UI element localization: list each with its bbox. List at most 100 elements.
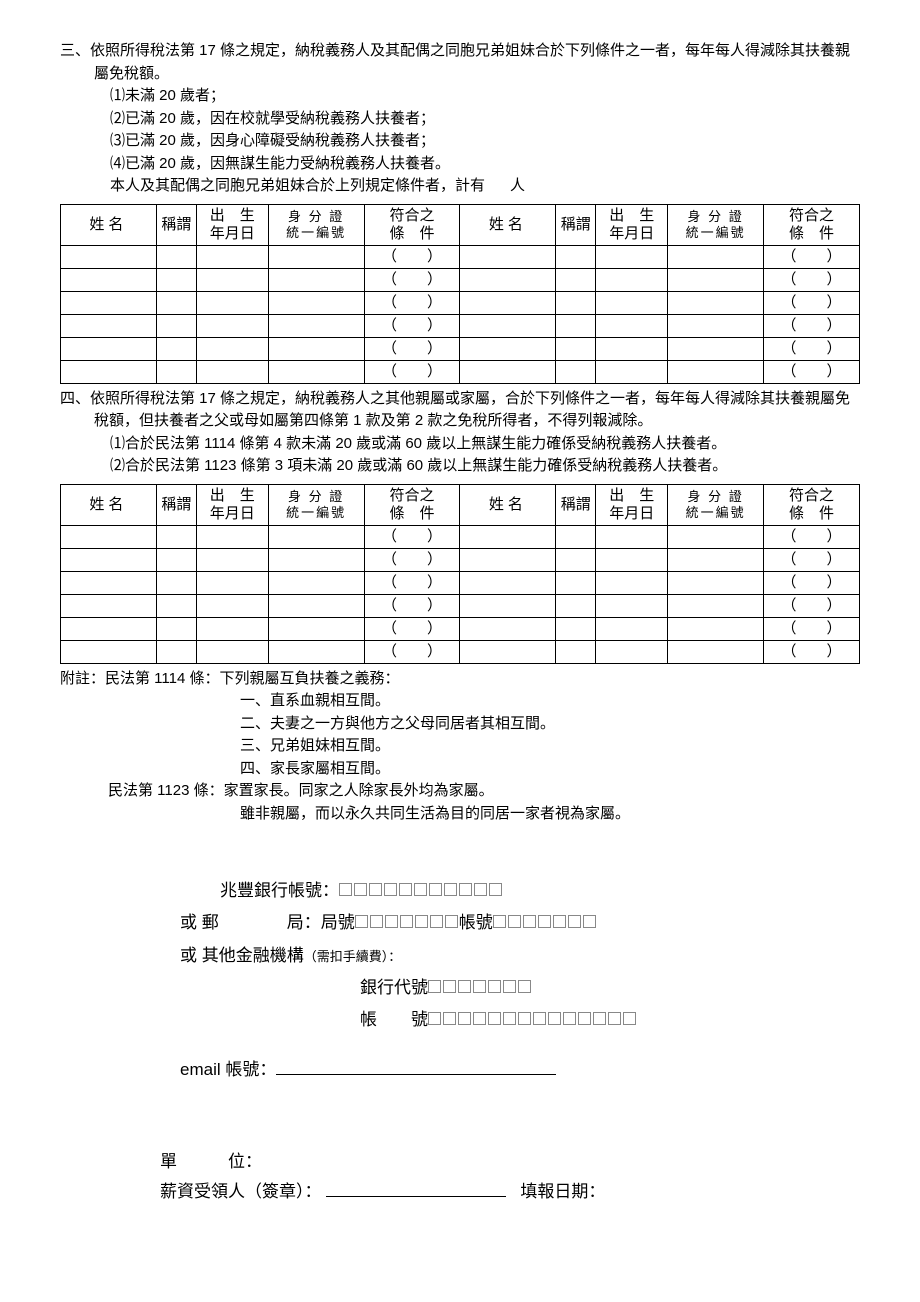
table-cell[interactable] (556, 594, 596, 617)
table-cell[interactable] (668, 594, 764, 617)
table-cell[interactable] (668, 571, 764, 594)
table-cell[interactable] (196, 571, 268, 594)
table-cell[interactable]: （ ） (764, 337, 860, 360)
table-cell[interactable] (596, 640, 668, 663)
table-cell[interactable] (61, 291, 157, 314)
table-cell[interactable]: （ ） (364, 291, 460, 314)
table-cell[interactable] (156, 617, 196, 640)
table-cell[interactable] (596, 245, 668, 268)
bank-code-boxes[interactable] (428, 980, 532, 993)
table-cell[interactable]: （ ） (764, 245, 860, 268)
table-cell[interactable] (596, 291, 668, 314)
table-cell[interactable] (596, 360, 668, 383)
table-cell[interactable] (460, 525, 556, 548)
table-cell[interactable] (556, 291, 596, 314)
table-cell[interactable]: （ ） (764, 548, 860, 571)
table-cell[interactable] (268, 291, 364, 314)
table-cell[interactable] (196, 291, 268, 314)
table-cell[interactable] (61, 617, 157, 640)
table-cell[interactable] (668, 525, 764, 548)
table-cell[interactable] (556, 525, 596, 548)
table-cell[interactable] (556, 360, 596, 383)
table-cell[interactable] (196, 337, 268, 360)
table-cell[interactable] (460, 360, 556, 383)
table-cell[interactable] (268, 268, 364, 291)
table-cell[interactable] (268, 548, 364, 571)
table-cell[interactable] (668, 291, 764, 314)
table-cell[interactable] (61, 594, 157, 617)
table-cell[interactable] (460, 268, 556, 291)
table-cell[interactable] (596, 594, 668, 617)
table-cell[interactable]: （ ） (364, 337, 460, 360)
table-cell[interactable] (196, 360, 268, 383)
table-cell[interactable] (196, 640, 268, 663)
table-cell[interactable] (668, 314, 764, 337)
table-cell[interactable] (668, 640, 764, 663)
table-cell[interactable]: （ ） (364, 617, 460, 640)
table-cell[interactable] (156, 594, 196, 617)
table-cell[interactable] (268, 360, 364, 383)
table-cell[interactable] (61, 268, 157, 291)
table-cell[interactable] (156, 337, 196, 360)
table-cell[interactable] (268, 314, 364, 337)
table-cell[interactable] (156, 548, 196, 571)
table-cell[interactable] (596, 337, 668, 360)
table-cell[interactable] (596, 617, 668, 640)
table-cell[interactable]: （ ） (764, 594, 860, 617)
table-cell[interactable] (668, 548, 764, 571)
table-cell[interactable] (156, 268, 196, 291)
table-cell[interactable] (196, 617, 268, 640)
table-cell[interactable] (268, 640, 364, 663)
table-cell[interactable] (596, 314, 668, 337)
table-cell[interactable]: （ ） (764, 640, 860, 663)
table-cell[interactable] (61, 314, 157, 337)
table-cell[interactable] (61, 525, 157, 548)
table-cell[interactable]: （ ） (364, 314, 460, 337)
table-cell[interactable] (268, 571, 364, 594)
table-cell[interactable] (556, 337, 596, 360)
table-cell[interactable] (156, 525, 196, 548)
table-cell[interactable]: （ ） (364, 360, 460, 383)
table-cell[interactable] (668, 337, 764, 360)
table-cell[interactable] (460, 291, 556, 314)
table-cell[interactable] (460, 571, 556, 594)
payee-sign-field[interactable] (326, 1179, 506, 1197)
table-cell[interactable] (156, 571, 196, 594)
table-cell[interactable] (460, 548, 556, 571)
table-cell[interactable] (196, 268, 268, 291)
table-cell[interactable]: （ ） (764, 268, 860, 291)
table-cell[interactable]: （ ） (364, 245, 460, 268)
table-cell[interactable]: （ ） (764, 360, 860, 383)
table-cell[interactable]: （ ） (764, 525, 860, 548)
table-cell[interactable] (156, 360, 196, 383)
table-cell[interactable]: （ ） (764, 291, 860, 314)
table-cell[interactable] (156, 245, 196, 268)
table-cell[interactable]: （ ） (764, 314, 860, 337)
table-cell[interactable] (61, 360, 157, 383)
table-cell[interactable] (460, 245, 556, 268)
table-cell[interactable] (556, 268, 596, 291)
table-cell[interactable] (460, 617, 556, 640)
table-cell[interactable] (596, 548, 668, 571)
table-cell[interactable] (268, 617, 364, 640)
table-cell[interactable] (196, 594, 268, 617)
table-cell[interactable] (556, 640, 596, 663)
table-cell[interactable] (268, 594, 364, 617)
table-cell[interactable]: （ ） (364, 594, 460, 617)
table-cell[interactable] (156, 640, 196, 663)
table-cell[interactable] (596, 268, 668, 291)
table-cell[interactable] (196, 314, 268, 337)
table-cell[interactable] (460, 314, 556, 337)
table-cell[interactable] (556, 548, 596, 571)
table-cell[interactable]: （ ） (364, 548, 460, 571)
table-cell[interactable]: （ ） (364, 640, 460, 663)
table-cell[interactable] (668, 245, 764, 268)
post-acct-boxes[interactable] (493, 915, 597, 928)
table-cell[interactable] (556, 571, 596, 594)
table-cell[interactable] (556, 314, 596, 337)
table-cell[interactable]: （ ） (764, 571, 860, 594)
table-cell[interactable] (61, 337, 157, 360)
table-cell[interactable]: （ ） (364, 525, 460, 548)
mega-bank-boxes[interactable] (339, 883, 503, 896)
table-cell[interactable] (61, 640, 157, 663)
